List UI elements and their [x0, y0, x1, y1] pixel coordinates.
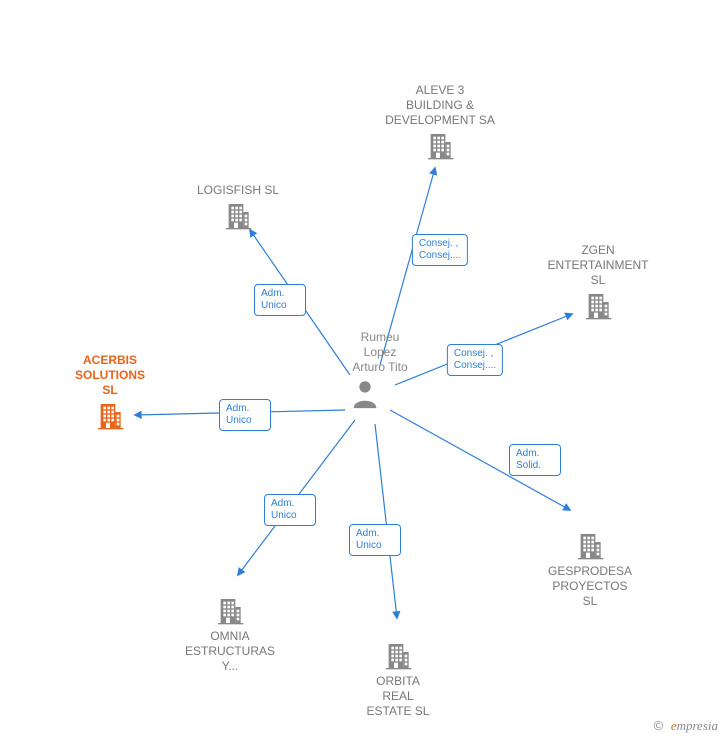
edge-label-logisfish: Adm. Unico — [254, 284, 306, 316]
company-node-logisfish: LOGISFISH SL — [197, 183, 279, 198]
company-node-acerbis: ACERBIS SOLUTIONS SL — [75, 353, 145, 398]
company-node-omnia: OMNIA ESTRUCTURAS Y... — [185, 629, 275, 674]
edge-label-gesprodesa: Adm. Solid. — [509, 444, 561, 476]
building-icon — [582, 290, 614, 322]
building-icon — [424, 130, 456, 162]
copyright-symbol: © — [654, 718, 664, 733]
company-label: ZGEN ENTERTAINMENT SL — [548, 243, 649, 288]
company-label: LOGISFISH SL — [197, 183, 279, 198]
center-label: Rumeu Lopez Arturo Tito — [352, 330, 407, 375]
brand-rest: mpresia — [677, 718, 718, 733]
watermark: © empresia — [654, 718, 718, 734]
edge-label-acerbis: Adm. Unico — [219, 399, 271, 431]
company-label: ACERBIS SOLUTIONS SL — [75, 353, 145, 398]
diagram-canvas: Rumeu Lopez Arturo Tito © empresia ALEVE… — [0, 0, 728, 740]
person-icon — [348, 377, 382, 411]
company-node-orbita: ORBITA REAL ESTATE SL — [367, 674, 430, 719]
edge-label-omnia: Adm. Unico — [264, 494, 316, 526]
edge-label-aleve3: Consej. , Consej.... — [412, 234, 468, 266]
company-label: ORBITA REAL ESTATE SL — [367, 674, 430, 719]
edge-label-orbita: Adm. Unico — [349, 524, 401, 556]
company-node-gesprodesa: GESPRODESA PROYECTOS SL — [548, 564, 632, 609]
company-label: OMNIA ESTRUCTURAS Y... — [185, 629, 275, 674]
company-node-aleve3: ALEVE 3 BUILDING & DEVELOPMENT SA — [385, 83, 495, 128]
building-icon — [214, 595, 246, 627]
building-icon — [222, 200, 254, 232]
company-label: ALEVE 3 BUILDING & DEVELOPMENT SA — [385, 83, 495, 128]
company-label: GESPRODESA PROYECTOS SL — [548, 564, 632, 609]
building-icon — [574, 530, 606, 562]
edge-label-zgen: Consej. , Consej.... — [447, 344, 503, 376]
center-node: Rumeu Lopez Arturo Tito — [352, 330, 407, 375]
company-node-zgen: ZGEN ENTERTAINMENT SL — [548, 243, 649, 288]
building-icon — [94, 400, 126, 432]
building-icon — [382, 640, 414, 672]
